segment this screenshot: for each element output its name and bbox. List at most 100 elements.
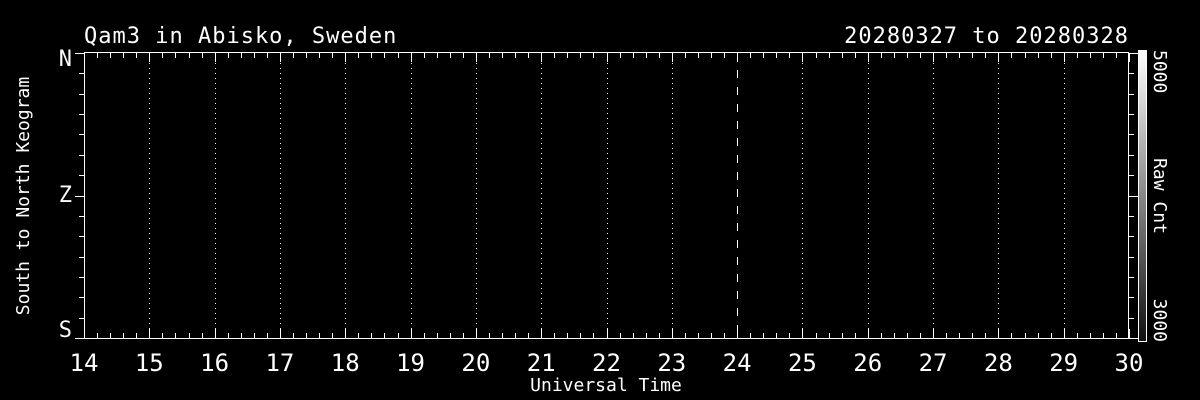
x-minor-tick — [854, 53, 856, 58]
x-minor-tick — [906, 53, 908, 58]
gridline-hour-17 — [279, 53, 281, 338]
y-tick-label-n: N — [58, 47, 72, 72]
gridline-hour-16 — [214, 53, 216, 338]
x-minor-tick — [763, 53, 765, 58]
x-major-tick — [606, 53, 608, 62]
y-minor-tick — [79, 154, 84, 156]
x-minor-tick — [201, 53, 203, 58]
x-minor-tick — [293, 333, 294, 338]
gridline-hour-20 — [475, 53, 477, 338]
x-minor-tick — [972, 53, 974, 58]
x-minor-tick — [97, 53, 99, 58]
x-major-tick — [410, 329, 412, 338]
x-major-tick — [933, 53, 935, 62]
colorbar — [1138, 50, 1147, 342]
x-minor-tick — [893, 333, 895, 338]
x-tick-label: 19 — [396, 349, 426, 377]
colorbar-min-label: 3000 — [1149, 298, 1170, 342]
x-minor-tick — [854, 333, 856, 338]
x-minor-tick — [423, 333, 425, 338]
x-minor-tick — [789, 53, 791, 58]
y-minor-tick — [1129, 73, 1134, 75]
x-minor-tick — [488, 333, 490, 338]
x-major-tick — [998, 53, 1000, 62]
x-minor-tick — [880, 333, 882, 338]
x-minor-tick — [253, 53, 255, 58]
x-major-tick — [671, 329, 673, 338]
x-major-tick — [1129, 53, 1130, 62]
gridline-hour-18 — [345, 53, 347, 338]
x-minor-tick — [580, 333, 582, 338]
x-minor-tick — [959, 333, 961, 338]
x-minor-tick — [1024, 53, 1026, 58]
colorbar-max-label: 5000 — [1149, 50, 1170, 94]
x-tick-label: 14 — [69, 349, 99, 377]
x-minor-tick — [371, 53, 373, 58]
x-tick-label: 30 — [1114, 349, 1144, 377]
y-minor-tick — [79, 276, 84, 278]
gridline-hour-29 — [1063, 53, 1065, 338]
y-minor-tick — [1129, 256, 1134, 258]
x-major-tick — [1129, 329, 1130, 338]
x-minor-tick — [136, 333, 138, 338]
x-minor-tick — [110, 53, 112, 58]
y-minor-tick — [1129, 175, 1134, 177]
x-minor-tick — [1102, 53, 1104, 58]
x-minor-tick — [789, 333, 791, 338]
x-minor-tick — [697, 53, 699, 58]
x-major-tick — [84, 53, 85, 62]
x-minor-tick — [488, 53, 490, 58]
x-minor-tick — [397, 53, 399, 58]
gridline-hour-28 — [998, 53, 1000, 338]
gridline-hour-22 — [606, 53, 608, 338]
x-major-tick — [737, 329, 739, 338]
x-major-tick — [279, 53, 281, 62]
x-tick-label: 16 — [200, 349, 230, 377]
gridline-hour-23 — [671, 53, 673, 338]
x-tick-label: 21 — [526, 349, 556, 377]
x-minor-tick — [253, 333, 255, 338]
y-tick-label-z: Z — [58, 182, 72, 208]
x-minor-tick — [1115, 53, 1117, 58]
x-minor-tick — [266, 53, 268, 58]
x-minor-tick — [162, 53, 164, 58]
x-minor-tick — [1050, 333, 1052, 338]
x-minor-tick — [384, 333, 386, 338]
x-minor-tick — [528, 53, 530, 58]
x-minor-tick — [1037, 53, 1039, 58]
x-minor-tick — [319, 53, 321, 58]
x-minor-tick — [776, 333, 778, 338]
y-minor-tick — [79, 215, 84, 217]
reference-gridline-hour-24 — [737, 53, 739, 338]
x-minor-tick — [724, 333, 726, 338]
x-minor-tick — [828, 53, 830, 58]
x-minor-tick — [240, 53, 242, 58]
x-minor-tick — [436, 333, 438, 338]
y-axis-title: South to North Keogram — [13, 76, 34, 316]
x-minor-tick — [97, 333, 99, 338]
x-minor-tick — [750, 53, 752, 58]
x-major-tick — [802, 329, 804, 338]
y-minor-tick — [1129, 236, 1134, 238]
x-minor-tick — [658, 53, 660, 58]
x-major-tick — [149, 329, 151, 338]
x-major-tick — [345, 329, 347, 338]
x-minor-tick — [815, 53, 817, 58]
x-minor-tick — [110, 333, 112, 338]
x-minor-tick — [619, 333, 621, 338]
gridline-hour-15 — [149, 53, 151, 338]
x-minor-tick — [227, 333, 229, 338]
x-minor-tick — [306, 53, 308, 58]
gridline-hour-27 — [933, 53, 935, 338]
x-minor-tick — [724, 53, 726, 58]
x-minor-tick — [946, 53, 948, 58]
x-tick-label: 24 — [722, 349, 752, 377]
x-minor-tick — [175, 333, 177, 338]
y-minor-tick — [79, 114, 84, 116]
x-minor-tick — [711, 333, 712, 338]
x-minor-tick — [893, 53, 895, 58]
x-minor-tick — [1115, 333, 1117, 338]
y-major-tick — [75, 338, 84, 339]
x-minor-tick — [906, 333, 908, 338]
y-major-tick — [75, 195, 84, 197]
